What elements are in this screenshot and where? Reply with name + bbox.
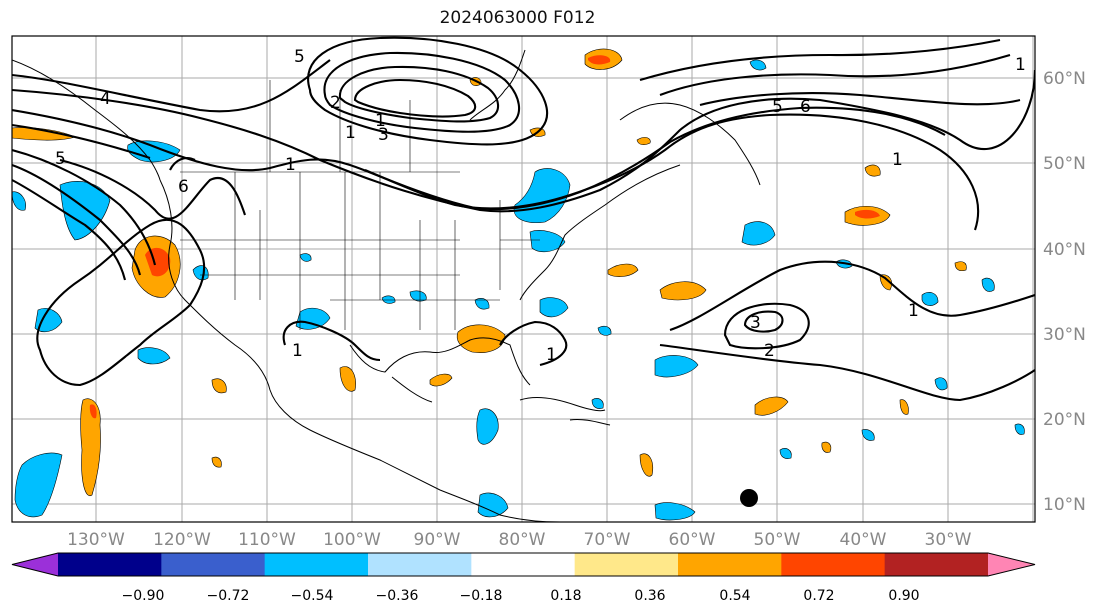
state-borders — [180, 80, 540, 330]
coastlines — [12, 49, 761, 522]
colorbar-extend-max — [988, 553, 1035, 576]
colorbar-segment — [58, 553, 162, 576]
contour-label: 1 — [892, 150, 903, 170]
lon-label: 70°W — [584, 530, 631, 550]
contour-label: 6 — [800, 97, 811, 117]
contour-label: 1 — [375, 111, 386, 131]
lat-label: 50°N — [1043, 154, 1086, 174]
lat-label: 60°N — [1043, 69, 1086, 89]
gridlines — [12, 36, 1035, 522]
lat-label: 10°N — [1043, 495, 1086, 515]
lon-label: 40°W — [840, 530, 887, 550]
contour-label: 5 — [294, 47, 305, 67]
lon-label: 90°W — [414, 530, 461, 550]
latitude-axis: 60°N 50°N 40°N 30°N 20°N 10°N — [1043, 69, 1086, 515]
lon-label: 30°W — [925, 530, 972, 550]
colorbar-tick: 0.72 — [803, 588, 834, 604]
colorbar-outline — [11, 552, 1036, 577]
lon-label: 50°W — [754, 530, 801, 550]
contour-lines — [12, 36, 1035, 402]
lat-label: 30°N — [1043, 325, 1086, 345]
storm-position-dot — [740, 489, 758, 507]
lon-label: 100°W — [323, 530, 381, 550]
colorbar-tick-labels: −0.90 −0.72 −0.54 −0.36 −0.18 0.18 0.36 … — [122, 588, 920, 604]
contour-label: 5 — [772, 97, 783, 117]
colorbar-segment — [781, 553, 886, 576]
lat-label: 20°N — [1043, 410, 1086, 430]
colorbar-tick: 0.36 — [634, 588, 665, 604]
contour-label: 1 — [292, 341, 303, 361]
lat-label: 40°N — [1043, 240, 1086, 260]
colorbar-tick: −0.72 — [207, 588, 250, 604]
lon-label: 120°W — [153, 530, 211, 550]
contour-label: 5 — [55, 149, 66, 169]
contour-label: 6 — [178, 177, 189, 197]
contour-label: 1 — [908, 301, 919, 321]
colorbar-tick: −0.54 — [291, 588, 334, 604]
lon-label: 80°W — [499, 530, 546, 550]
colorbar-segment — [884, 553, 989, 576]
colorbar-segment — [471, 553, 576, 576]
contour-label: 2 — [764, 341, 775, 361]
contour-labels: 4 5 6 1 5 2 3 1 5 6 1 1 1 2 3 1 1 5 1 — [55, 47, 1026, 365]
colorbar-segment — [368, 553, 472, 576]
lon-label: 110°W — [238, 530, 296, 550]
map-title: 2024063000 F012 — [439, 8, 596, 28]
contour-label: 4 — [100, 89, 111, 109]
colorbar-tick: 0.18 — [550, 588, 581, 604]
colorbar-segment — [264, 553, 369, 576]
contour-label: 1 — [546, 345, 557, 365]
colorbar-tick: −0.18 — [460, 588, 503, 604]
contour-label: 2 — [330, 93, 341, 113]
shaded-field-positive — [12, 48, 967, 497]
longitude-axis: 130°W 120°W 110°W 100°W 90°W 80°W 70°W 6… — [67, 530, 972, 550]
colorbar-tick: 0.54 — [719, 588, 750, 604]
contour-label: 1 — [285, 155, 296, 175]
colorbar-tick: −0.36 — [376, 588, 419, 604]
lon-label: 60°W — [669, 530, 716, 550]
map-frame — [11, 35, 1036, 523]
colorbar-segment — [574, 553, 679, 576]
colorbar-segment — [678, 553, 782, 576]
contour-label: 1 — [345, 123, 356, 143]
contour-label: 3 — [750, 313, 761, 333]
contour-label: 1 — [1015, 55, 1026, 75]
colorbar — [11, 552, 1036, 577]
lon-label: 130°W — [67, 530, 125, 550]
colorbar-segment — [161, 553, 266, 576]
colorbar-tick: 0.90 — [888, 588, 919, 604]
colorbar-tick: −0.90 — [122, 588, 165, 604]
colorbar-extend-min — [12, 553, 58, 576]
contour-label: 3 — [378, 125, 389, 145]
